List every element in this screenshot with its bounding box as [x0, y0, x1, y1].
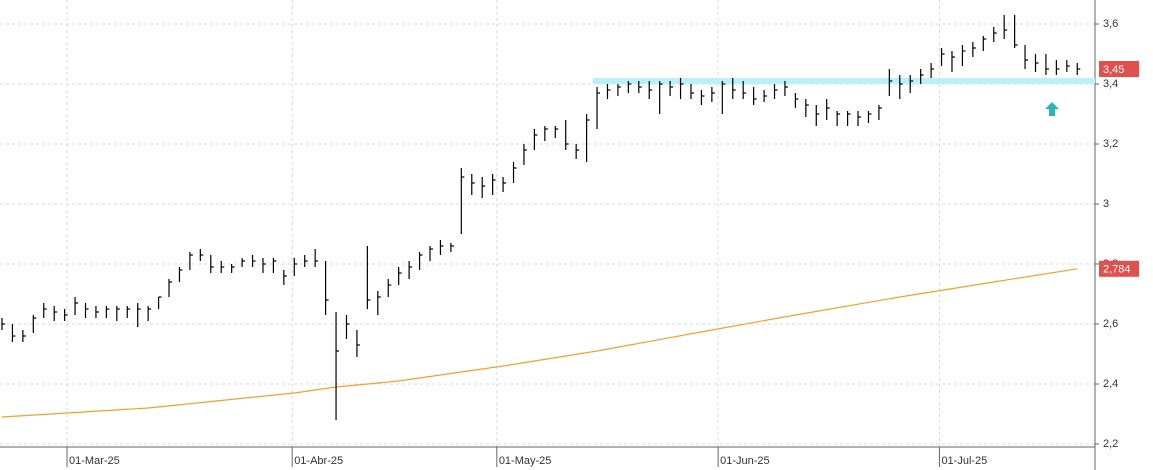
last-price-label-box	[1099, 61, 1139, 77]
y-tick-label: 3,6	[1103, 18, 1118, 30]
y-tick-label: 3	[1103, 198, 1109, 210]
y-tick-label: 3,2	[1103, 138, 1118, 150]
last-price-label-text: 3,45	[1103, 64, 1124, 76]
x-tick-label: 01-May-25	[499, 455, 552, 467]
last-price-label: 3,45	[1099, 61, 1139, 77]
ma-value-label-text: 2,784	[1103, 264, 1131, 276]
x-tick-label: 01-Jul-25	[941, 455, 987, 467]
moving-average	[1, 268, 1078, 418]
arrow-annotation	[1045, 102, 1059, 116]
y-tick-label: 2,6	[1103, 318, 1118, 330]
y-tick-label: 2,4	[1103, 378, 1118, 390]
x-tick-label: 01-Abr-25	[294, 455, 343, 467]
ma-value-label-box	[1099, 260, 1139, 277]
ma-value-label: 2,784	[1099, 260, 1139, 277]
y-tick-label: 3,4	[1103, 78, 1118, 90]
x-tick-label: 01-Jun-25	[720, 455, 770, 467]
y-tick-label: 2,2	[1103, 438, 1118, 450]
x-tick-label: 01-Mar-25	[69, 455, 120, 467]
